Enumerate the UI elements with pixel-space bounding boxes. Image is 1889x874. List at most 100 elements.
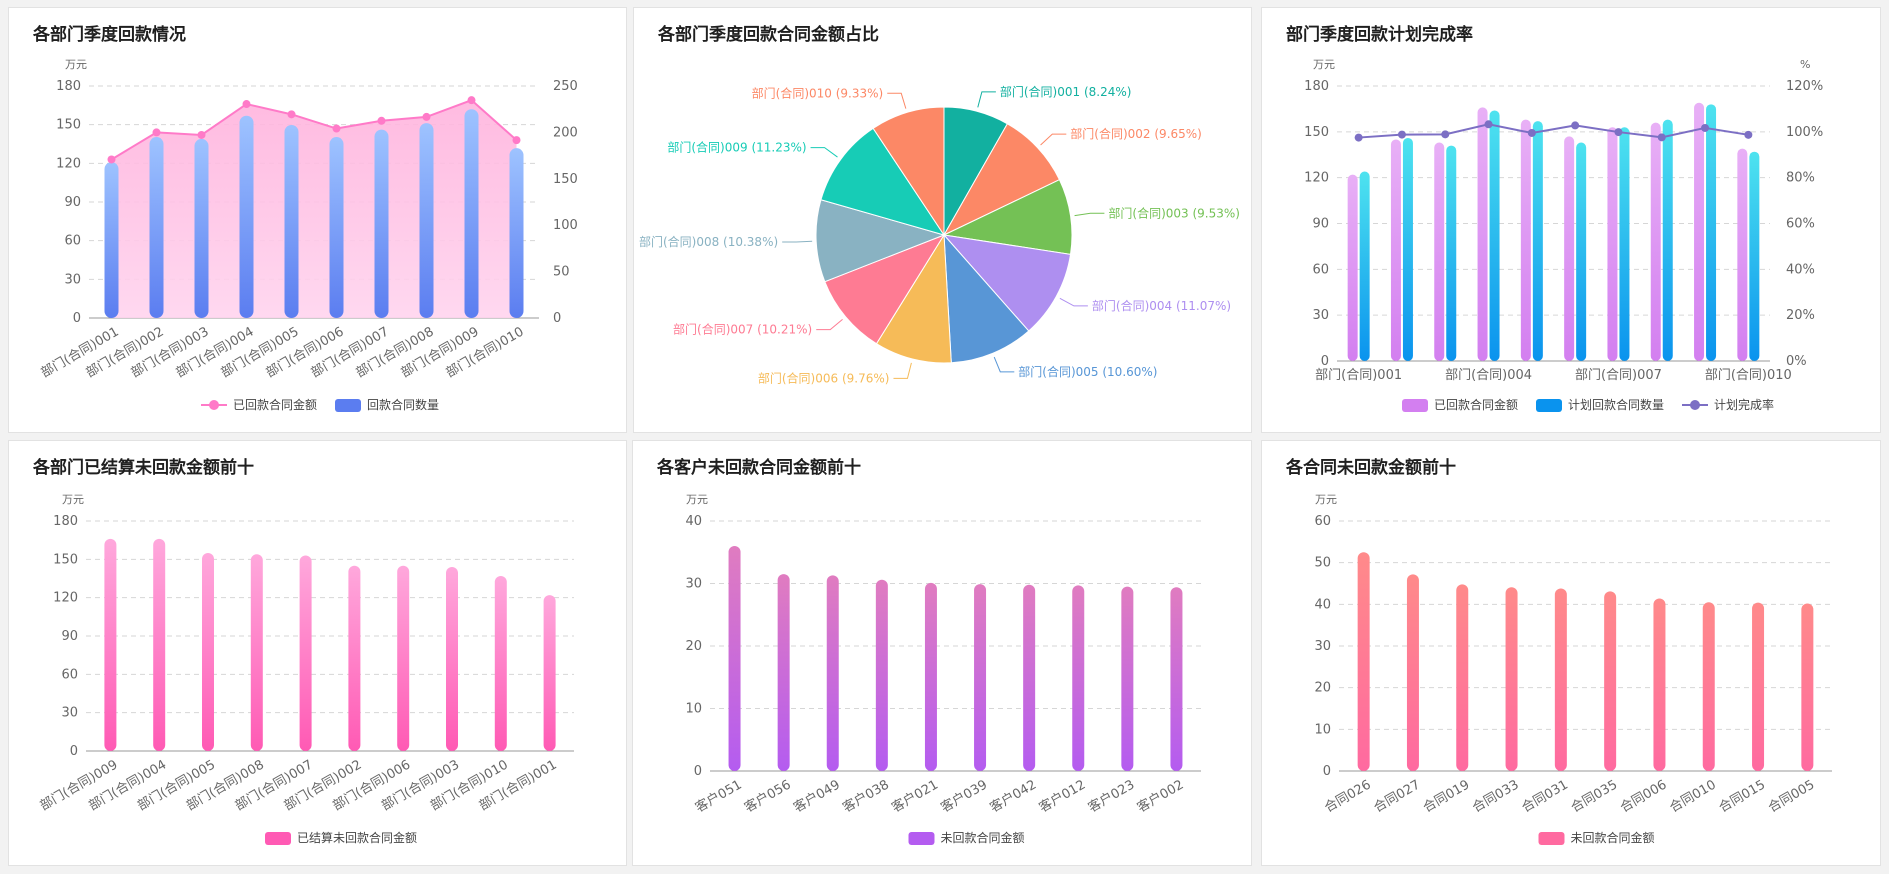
pie-slice bbox=[815, 199, 946, 283]
point-paid-amount bbox=[107, 155, 116, 164]
y-unit-label: 万元 bbox=[1313, 58, 1335, 71]
y-tick-label: 180 bbox=[56, 79, 81, 94]
point-completion-rate bbox=[1657, 133, 1666, 142]
point-paid-amount bbox=[287, 110, 296, 119]
panel-dept-quarterly-payment: 各部门季度回款情况 0 30 60 90 120 150 180 万元 0 50 100 150 200… bbox=[8, 7, 627, 433]
y-right-tick-label: 0 bbox=[553, 311, 561, 326]
panel-dept-settled-unpaid-top10: 各部门已结算未回款金额前十 0 30 60 90 120 150 180 万元 部门(合同)00… bbox=[8, 440, 627, 866]
legend-label: 计划回款合同数量 bbox=[1568, 397, 1664, 412]
legend-swatch bbox=[1538, 832, 1565, 845]
point-paid-amount bbox=[377, 116, 386, 125]
y-right-tick-label: 20% bbox=[1786, 308, 1815, 323]
x-tick-label: 合同005 bbox=[1766, 777, 1818, 815]
bar-paid-amount bbox=[1347, 174, 1358, 361]
point-paid-amount bbox=[332, 124, 341, 133]
y-right-tick-label: 50 bbox=[553, 265, 570, 280]
bar-paid-amount bbox=[1390, 139, 1401, 361]
x-tick-label: 客户039 bbox=[938, 777, 990, 816]
legend-label: 未回款合同金额 bbox=[1571, 830, 1655, 845]
y-right-tick-label: 200 bbox=[553, 125, 578, 140]
pie-slice bbox=[942, 179, 1073, 255]
y-tick-label: 90 bbox=[61, 629, 78, 644]
y-unit-label: 万元 bbox=[62, 493, 84, 506]
bar bbox=[1456, 584, 1469, 771]
bar-plan-count bbox=[1489, 110, 1500, 361]
bar bbox=[924, 582, 937, 771]
x-tick-label: 客户023 bbox=[1085, 777, 1137, 816]
x-tick-label: 合同015 bbox=[1717, 777, 1769, 815]
x-tick-label: 部门(合同)007 bbox=[1575, 368, 1662, 383]
pie-slice-label: 部门(合同)004 (11.07%) bbox=[1092, 298, 1231, 313]
pie-slice bbox=[942, 234, 1072, 332]
pie-label-leader bbox=[816, 319, 843, 331]
bar-contract-count bbox=[464, 109, 479, 318]
y-tick-label: 150 bbox=[1304, 125, 1329, 140]
y-tick-label: 90 bbox=[1312, 217, 1329, 232]
bar bbox=[1357, 552, 1370, 771]
legend-label: 已回款合同金额 bbox=[1434, 397, 1518, 412]
bar-contract-count bbox=[194, 138, 209, 318]
bar bbox=[1801, 603, 1814, 771]
pie-slice bbox=[820, 127, 946, 236]
chart-dept-quarterly-payment: 0 30 60 90 120 150 180 万元 0 50 100 150 200 250 部门(合同)0… bbox=[39, 58, 578, 412]
pie-slice-label: 部门(合同)002 (9.65%) bbox=[1070, 126, 1202, 141]
panel-title: 各合同未回款金额前十 bbox=[1286, 458, 1456, 478]
bar-contract-count bbox=[419, 123, 434, 319]
legend-label: 回款合同数量 bbox=[367, 397, 439, 412]
y-tick-label: 10 bbox=[1314, 722, 1331, 737]
pie-label-leader bbox=[993, 356, 1015, 373]
x-tick-label: 客户002 bbox=[1134, 777, 1186, 816]
area-fill bbox=[111, 100, 517, 318]
x-tick-label: 合同006 bbox=[1618, 777, 1670, 815]
bar-contract-count bbox=[329, 137, 344, 318]
bar-paid-amount bbox=[1477, 107, 1488, 361]
bar bbox=[1554, 588, 1567, 771]
panel-contract-unpaid-top10: 各合同未回款金额前十 0 10 20 30 40 50 60 万元 合同026 合同027 合同01… bbox=[1261, 440, 1881, 866]
x-tick-label: 合同026 bbox=[1322, 777, 1374, 815]
pie-slice bbox=[943, 233, 1030, 364]
pie-label-leader bbox=[782, 240, 813, 243]
bar-paid-amount bbox=[1564, 136, 1575, 361]
y-tick-label: 0 bbox=[1323, 764, 1331, 779]
bar-paid-amount bbox=[1607, 127, 1618, 361]
y-tick-label: 150 bbox=[56, 118, 81, 133]
pie-slice-label: 部门(合同)001 (8.24%) bbox=[1000, 84, 1132, 99]
pie-slice-label: 部门(合同)010 (9.33%) bbox=[752, 85, 884, 100]
pie-label-leader bbox=[893, 362, 912, 379]
chart-dept-settled-unpaid: 0306090120150180万元部门(合同)009部门(合同)004部门(合… bbox=[38, 493, 574, 845]
y-right-tick-label: 80% bbox=[1786, 171, 1815, 186]
bar bbox=[1752, 602, 1765, 771]
bar bbox=[1023, 584, 1036, 771]
bar-plan-count bbox=[1402, 137, 1413, 361]
x-tick-label: 客户056 bbox=[742, 777, 794, 816]
pie-slice bbox=[942, 123, 1061, 237]
y-tick-label: 60 bbox=[61, 667, 78, 682]
y-tick-label: 180 bbox=[1304, 79, 1329, 94]
bar bbox=[1170, 587, 1183, 771]
pie-slice bbox=[824, 233, 946, 345]
bar-plan-count bbox=[1359, 171, 1370, 361]
bar bbox=[299, 555, 312, 751]
y-unit-label: 万元 bbox=[686, 493, 708, 506]
x-tick-label: 部门(合同)010 bbox=[1705, 368, 1792, 383]
bar-plan-count bbox=[1446, 145, 1457, 361]
legend-label: 已回款合同金额 bbox=[233, 397, 317, 412]
line-completion-rate bbox=[1358, 123, 1749, 139]
x-tick-label: 客户042 bbox=[987, 777, 1039, 816]
x-tick-label: 合同033 bbox=[1470, 777, 1522, 815]
y-right-tick-label: 120% bbox=[1786, 79, 1823, 94]
bar bbox=[1072, 585, 1085, 771]
chart-plan-completion: 0 30 60 90 120 150 180 万元 0% 20% 40% 60% 80% 100% 120%… bbox=[1304, 58, 1823, 412]
point-completion-rate bbox=[1744, 130, 1753, 139]
point-paid-amount bbox=[422, 112, 431, 121]
panel-title: 各部门季度回款合同金额占比 bbox=[658, 25, 879, 45]
bar bbox=[494, 575, 507, 751]
bar bbox=[1406, 574, 1419, 771]
bar-contract-count bbox=[284, 124, 299, 318]
pie-slice-label: 部门(合同)006 (9.76%) bbox=[758, 370, 890, 385]
y-tick-label: 10 bbox=[685, 702, 702, 717]
y-tick-label: 150 bbox=[53, 552, 78, 567]
bar bbox=[1702, 602, 1715, 771]
bar bbox=[397, 565, 410, 751]
point-completion-rate bbox=[1397, 130, 1406, 139]
